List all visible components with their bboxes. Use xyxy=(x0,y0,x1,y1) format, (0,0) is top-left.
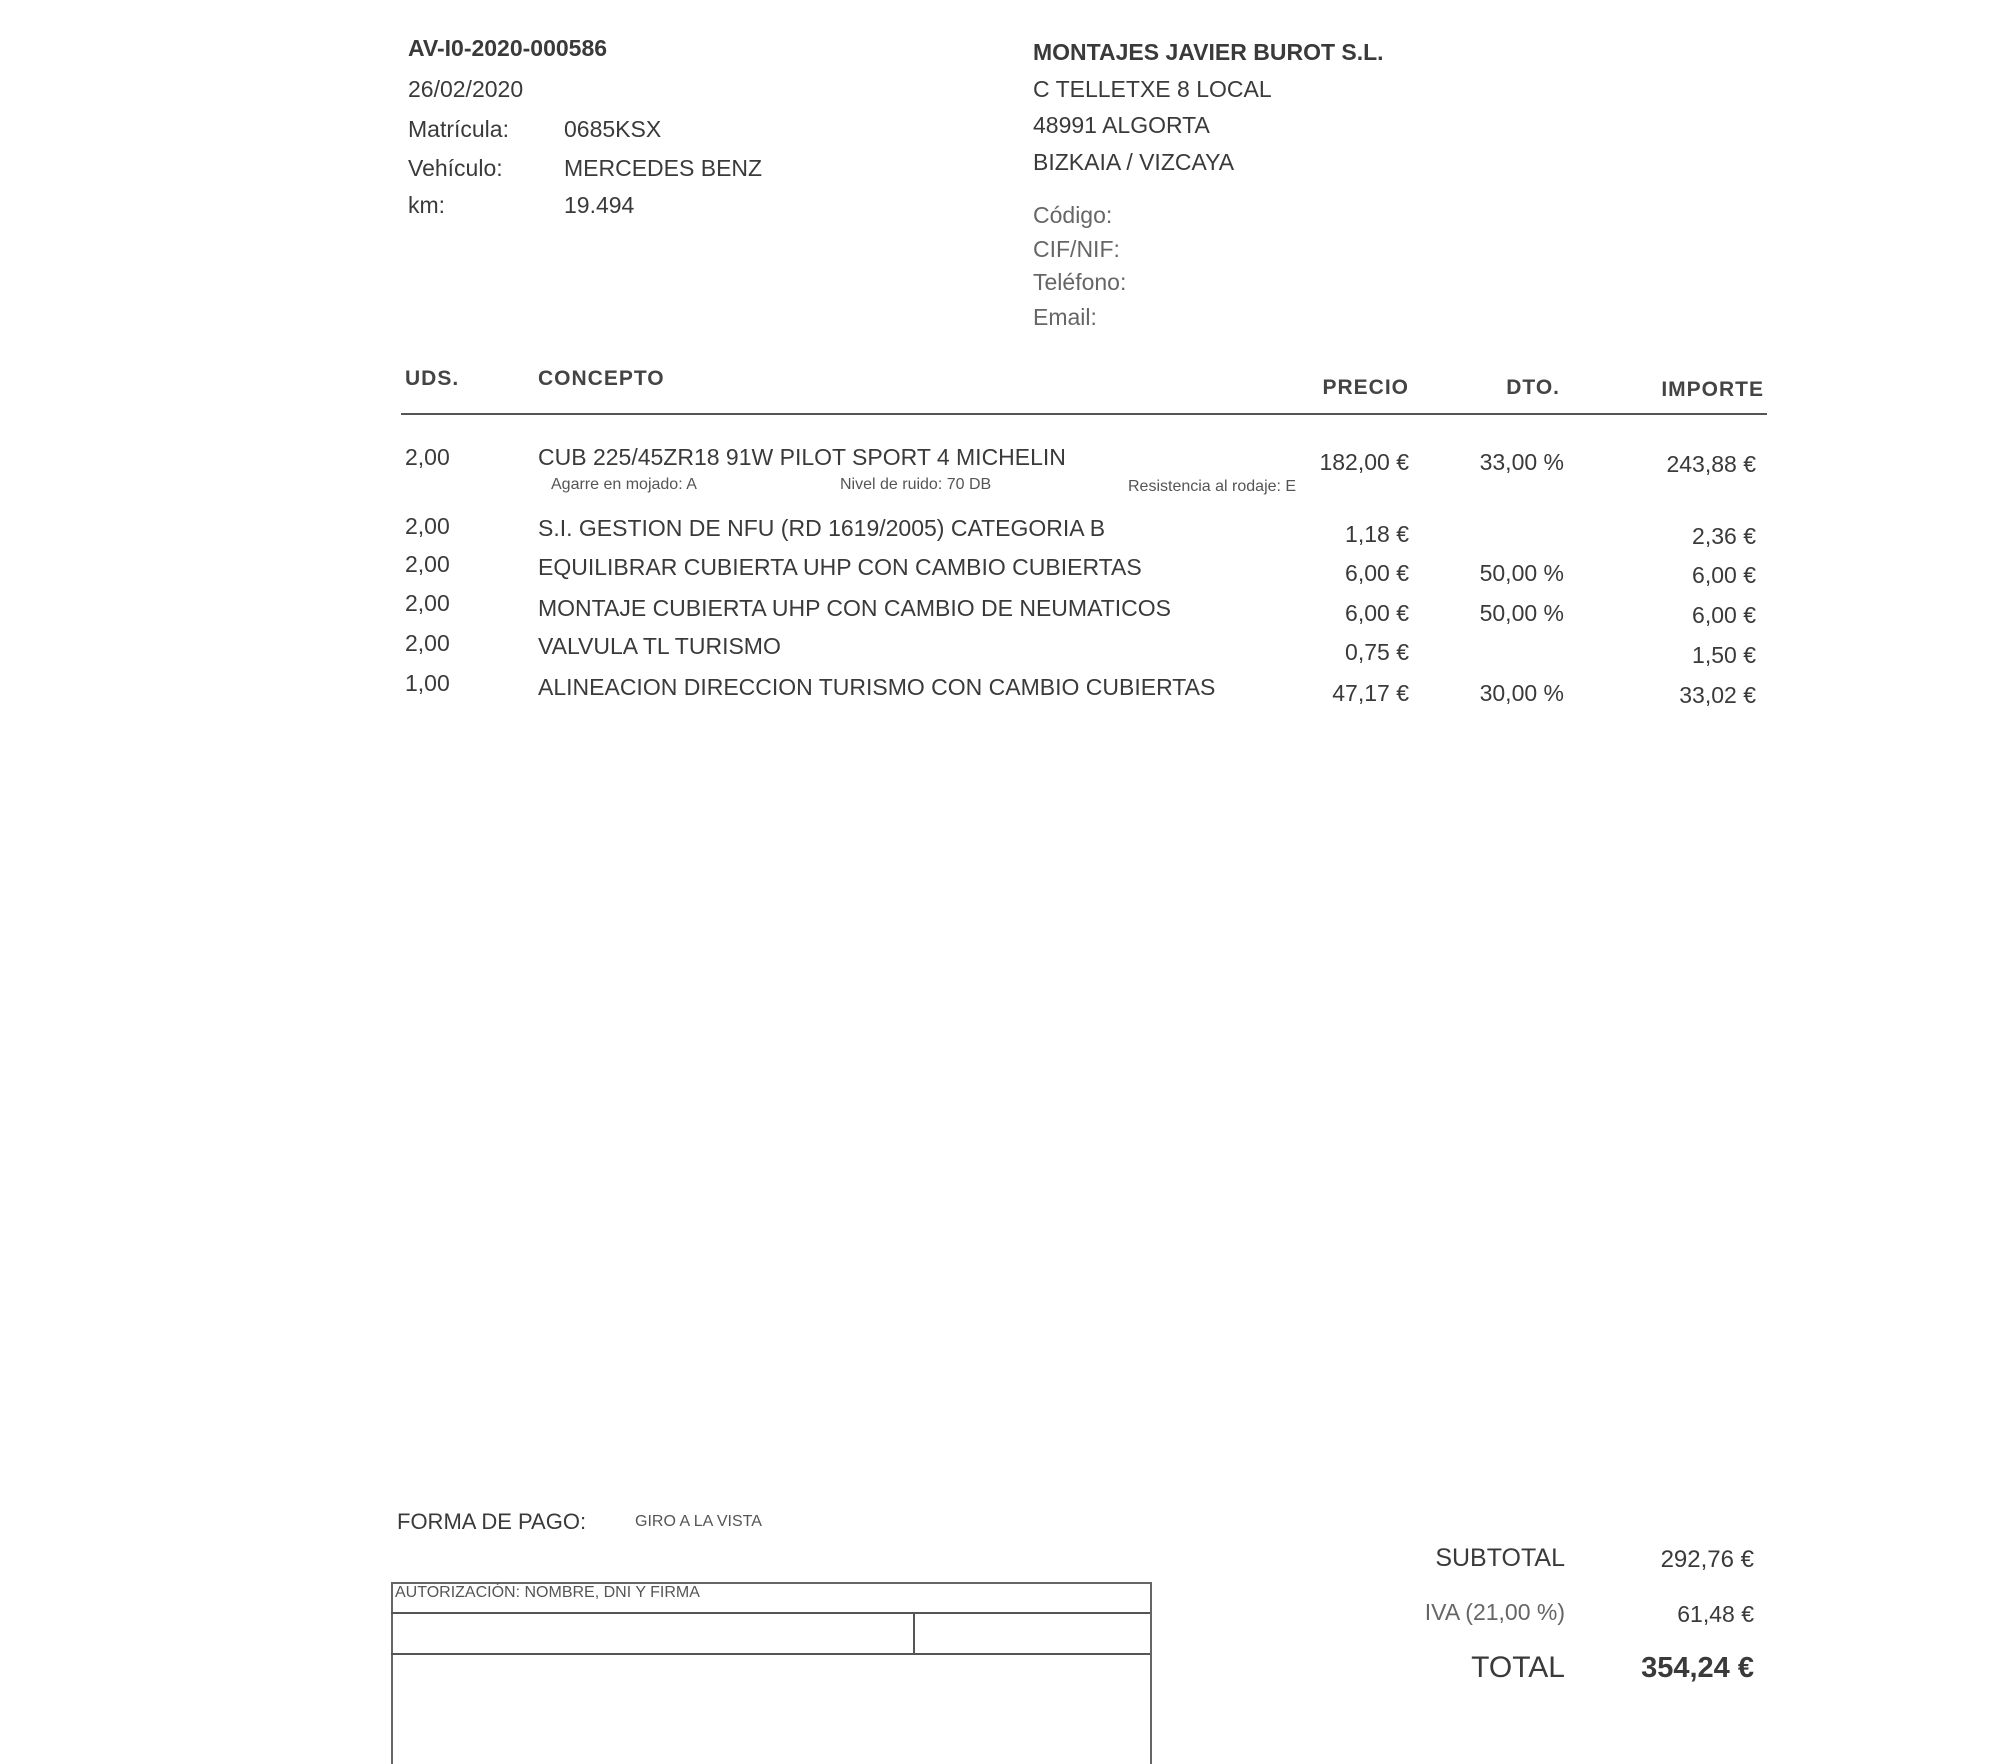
payment-label: FORMA DE PAGO: xyxy=(397,1509,587,1534)
subtotal-value: 292,76 € xyxy=(1660,1546,1754,1573)
customer-email-label: Email: xyxy=(1033,304,1097,330)
header-concepto: CONCEPTO xyxy=(538,367,665,390)
row-uds: 2,00 xyxy=(405,513,450,539)
authorization-divider xyxy=(391,1653,1150,1655)
document-number: AV-I0-2020-000586 xyxy=(408,35,608,61)
iva-value: 61,48 € xyxy=(1677,1601,1754,1627)
header-divider xyxy=(401,413,1767,415)
row-precio: 6,00 € xyxy=(1345,560,1409,586)
customer-address-line: C TELLETXE 8 LOCAL xyxy=(1033,76,1272,102)
row-concepto: MONTAJE CUBIERTA UHP CON CAMBIO DE NEUMA… xyxy=(538,595,1171,621)
plate-label: Matrícula: xyxy=(408,116,509,142)
row-detail: Nivel de ruido: 70 DB xyxy=(840,476,992,493)
km-label: km: xyxy=(408,192,446,218)
row-precio: 1,18 € xyxy=(1345,521,1409,547)
row-precio: 47,17 € xyxy=(1332,680,1409,706)
row-detail: Resistencia al rodaje: E xyxy=(1128,478,1297,495)
customer-code-label: Código: xyxy=(1033,202,1113,228)
row-concepto: EQUILIBRAR CUBIERTA UHP CON CAMBIO CUBIE… xyxy=(538,554,1142,580)
header-dto: DTO. xyxy=(1506,376,1560,399)
authorization-box xyxy=(391,1582,1152,1764)
row-uds: 2,00 xyxy=(405,630,450,656)
km-value: 19.494 xyxy=(564,192,635,218)
vehicle-label: Vehículo: xyxy=(408,155,503,181)
total-label: TOTAL xyxy=(1471,1651,1565,1684)
row-importe: 243,88 € xyxy=(1666,451,1756,477)
customer-address-line: BIZKAIA / VIZCAYA xyxy=(1033,149,1235,175)
row-concepto: CUB 225/45ZR18 91W PILOT SPORT 4 MICHELI… xyxy=(538,444,1066,470)
row-importe: 2,36 € xyxy=(1692,523,1756,549)
customer-cif-label: CIF/NIF: xyxy=(1033,236,1120,262)
row-dto: 30,00 % xyxy=(1479,680,1564,706)
row-importe: 33,02 € xyxy=(1679,682,1756,708)
header-importe: IMPORTE xyxy=(1661,378,1764,401)
row-concepto: S.I. GESTION DE NFU (RD 1619/2005) CATEG… xyxy=(538,515,1106,541)
customer-address-line: 48991 ALGORTA xyxy=(1033,112,1210,138)
row-concepto: ALINEACION DIRECCION TURISMO CON CAMBIO … xyxy=(538,674,1216,700)
authorization-divider xyxy=(913,1612,915,1654)
row-precio: 0,75 € xyxy=(1345,639,1409,665)
header-uds: UDS. xyxy=(405,367,460,390)
authorization-label: AUTORIZACIÓN: NOMBRE, DNI Y FIRMA xyxy=(395,1584,700,1601)
customer-name: MONTAJES JAVIER BUROT S.L. xyxy=(1033,39,1384,65)
authorization-divider xyxy=(391,1612,1150,1614)
plate-value: 0685KSX xyxy=(564,116,662,142)
row-importe: 6,00 € xyxy=(1692,602,1756,628)
row-uds: 2,00 xyxy=(405,444,450,470)
row-importe: 6,00 € xyxy=(1692,562,1756,588)
row-dto: 50,00 % xyxy=(1479,560,1564,586)
row-precio: 182,00 € xyxy=(1319,449,1409,475)
row-concepto: VALVULA TL TURISMO xyxy=(538,633,781,659)
row-dto: 50,00 % xyxy=(1479,600,1564,626)
payment-value: GIRO A LA VISTA xyxy=(635,1513,762,1530)
row-importe: 1,50 € xyxy=(1692,642,1756,668)
subtotal-label: SUBTOTAL xyxy=(1435,1544,1565,1572)
iva-label: IVA (21,00 %) xyxy=(1424,1599,1565,1625)
row-uds: 2,00 xyxy=(405,590,450,616)
row-precio: 6,00 € xyxy=(1345,600,1409,626)
row-detail: Agarre en mojado: A xyxy=(551,476,697,493)
vehicle-value: MERCEDES BENZ xyxy=(564,155,763,181)
customer-phone-label: Teléfono: xyxy=(1033,269,1127,295)
row-uds: 2,00 xyxy=(405,551,450,577)
header-precio: PRECIO xyxy=(1322,376,1409,399)
document-date: 26/02/2020 xyxy=(408,76,524,102)
row-dto: 33,00 % xyxy=(1479,449,1564,475)
row-uds: 1,00 xyxy=(405,670,450,696)
total-value: 354,24 € xyxy=(1641,1652,1754,1684)
